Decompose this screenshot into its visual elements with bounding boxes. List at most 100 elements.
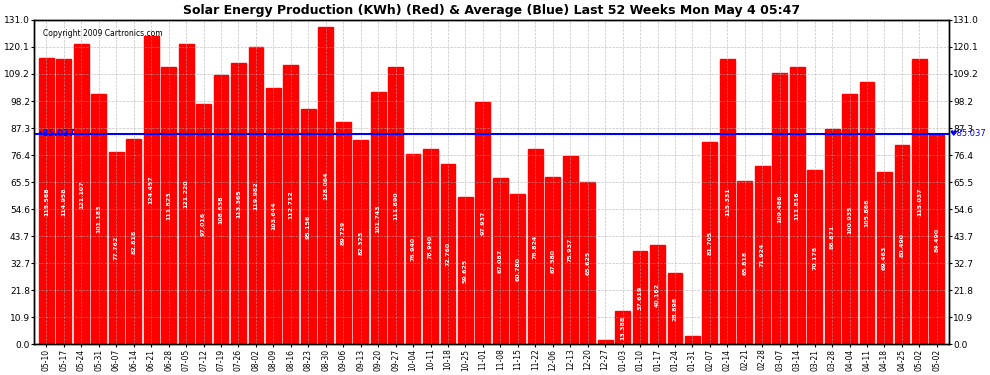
Text: 101.183: 101.183	[96, 205, 101, 233]
Bar	[720, 58, 735, 344]
Bar	[493, 178, 508, 344]
Text: 111.890: 111.890	[393, 192, 398, 220]
Bar	[859, 82, 874, 344]
Text: 113.365: 113.365	[236, 190, 241, 218]
Text: 115.331: 115.331	[725, 187, 730, 216]
Bar	[196, 104, 211, 344]
Bar	[301, 109, 316, 344]
Bar	[144, 36, 158, 344]
Bar	[562, 156, 577, 344]
Text: 69.463: 69.463	[882, 246, 887, 270]
Text: 111.816: 111.816	[795, 192, 800, 220]
Bar	[667, 273, 682, 344]
Bar	[266, 87, 281, 344]
Text: 95.156: 95.156	[306, 214, 311, 238]
Bar	[545, 177, 560, 344]
Bar	[127, 139, 142, 344]
Title: Solar Energy Production (KWh) (Red) & Average (Blue) Last 52 Weeks Mon May 4 05:: Solar Energy Production (KWh) (Red) & Av…	[183, 4, 800, 17]
Text: 111.823: 111.823	[166, 192, 171, 220]
Text: ♥85.037: ♥85.037	[949, 129, 986, 138]
Bar	[790, 67, 805, 344]
Text: 114.958: 114.958	[61, 188, 66, 216]
Text: 75.937: 75.937	[567, 238, 572, 262]
Bar	[930, 135, 944, 344]
Text: 71.924: 71.924	[759, 243, 764, 267]
Bar	[738, 181, 752, 344]
Text: 121.107: 121.107	[79, 180, 84, 209]
Text: 121.220: 121.220	[183, 180, 189, 209]
Text: 78.940: 78.940	[428, 234, 433, 259]
Text: 80.490: 80.490	[900, 232, 905, 256]
Text: 28.898: 28.898	[672, 297, 677, 321]
Text: 119.982: 119.982	[253, 182, 258, 210]
Text: 103.644: 103.644	[271, 202, 276, 230]
Text: 65.818: 65.818	[742, 251, 747, 275]
Text: 115.568: 115.568	[44, 187, 49, 216]
Bar	[39, 58, 53, 344]
Text: 40.162: 40.162	[655, 283, 660, 307]
Text: 77.762: 77.762	[114, 236, 119, 260]
Text: •85.037: •85.037	[38, 129, 75, 138]
Text: 100.935: 100.935	[847, 205, 852, 234]
Text: 82.323: 82.323	[358, 230, 363, 255]
Text: 109.486: 109.486	[777, 195, 782, 223]
Text: 112.712: 112.712	[288, 190, 293, 219]
Text: 70.178: 70.178	[812, 245, 817, 270]
Bar	[842, 94, 857, 344]
Bar	[109, 152, 124, 344]
Bar	[423, 149, 438, 344]
Bar	[475, 102, 490, 344]
Bar	[353, 140, 368, 344]
Bar	[685, 336, 700, 344]
Text: 59.625: 59.625	[463, 258, 468, 283]
Bar	[650, 245, 665, 344]
Text: 84.490: 84.490	[935, 228, 940, 252]
Text: 115.037: 115.037	[917, 188, 922, 216]
Bar	[441, 164, 455, 344]
Text: 72.760: 72.760	[446, 242, 450, 266]
Text: 13.388: 13.388	[620, 316, 625, 340]
Text: 60.780: 60.780	[516, 257, 521, 281]
Bar	[214, 75, 229, 344]
Bar	[598, 340, 613, 344]
Bar	[406, 154, 421, 344]
Text: 97.016: 97.016	[201, 212, 206, 236]
Bar	[807, 171, 822, 344]
Bar	[528, 149, 543, 344]
Text: Copyright 2009 Cartronics.com: Copyright 2009 Cartronics.com	[44, 30, 163, 39]
Bar	[877, 172, 892, 344]
Bar	[703, 142, 718, 344]
Bar	[895, 145, 910, 344]
Bar	[56, 60, 71, 344]
Text: 65.625: 65.625	[585, 251, 590, 275]
Bar	[615, 311, 630, 344]
Bar	[511, 194, 526, 344]
Text: 105.866: 105.866	[864, 199, 869, 228]
Bar	[91, 94, 106, 344]
Text: 76.940: 76.940	[411, 237, 416, 261]
Text: 108.638: 108.638	[219, 195, 224, 224]
Bar	[283, 65, 298, 344]
Text: 89.729: 89.729	[341, 221, 346, 245]
Bar	[370, 92, 385, 344]
Text: 81.705: 81.705	[708, 231, 713, 255]
Text: 82.818: 82.818	[132, 230, 137, 254]
Text: 37.619: 37.619	[638, 286, 643, 310]
Bar	[161, 67, 176, 344]
Text: 128.064: 128.064	[324, 171, 329, 200]
Bar	[772, 73, 787, 344]
Bar	[580, 182, 595, 344]
Bar	[388, 67, 403, 344]
Text: 86.871: 86.871	[830, 225, 835, 249]
Bar	[912, 59, 927, 344]
Bar	[248, 47, 263, 344]
Bar	[458, 196, 473, 344]
Bar	[754, 166, 769, 344]
Text: 78.824: 78.824	[533, 235, 538, 259]
Bar	[74, 44, 89, 344]
Bar	[231, 63, 246, 344]
Bar	[319, 27, 334, 344]
Bar	[178, 44, 193, 344]
Text: 67.380: 67.380	[550, 249, 555, 273]
Bar	[633, 251, 647, 344]
